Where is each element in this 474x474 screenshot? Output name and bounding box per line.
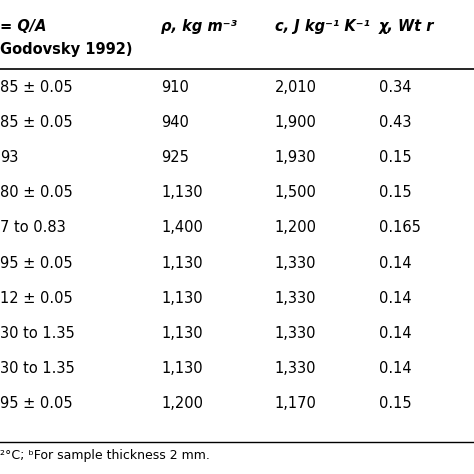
Text: χ, Wt r: χ, Wt r	[379, 18, 435, 34]
Text: 7 to 0.83: 7 to 0.83	[0, 220, 66, 236]
Text: 1,330: 1,330	[275, 361, 317, 376]
Text: 30 to 1.35: 30 to 1.35	[0, 361, 75, 376]
Text: Godovsky 1992): Godovsky 1992)	[0, 42, 133, 57]
Text: 93: 93	[0, 150, 18, 165]
Text: 0.15: 0.15	[379, 185, 412, 201]
Text: 1,330: 1,330	[275, 255, 317, 271]
Text: 1,930: 1,930	[275, 150, 317, 165]
Text: 1,170: 1,170	[275, 396, 317, 411]
Text: 0.15: 0.15	[379, 396, 412, 411]
Text: 2,010: 2,010	[275, 80, 317, 95]
Text: 1,330: 1,330	[275, 326, 317, 341]
Text: 0.14: 0.14	[379, 326, 412, 341]
Text: = Q/A: = Q/A	[0, 18, 46, 34]
Text: 0.14: 0.14	[379, 361, 412, 376]
Text: 1,200: 1,200	[161, 396, 203, 411]
Text: 1,330: 1,330	[275, 291, 317, 306]
Text: 1,130: 1,130	[161, 326, 203, 341]
Text: 80 ± 0.05: 80 ± 0.05	[0, 185, 73, 201]
Text: 1,130: 1,130	[161, 361, 203, 376]
Text: ²°C; ᵇFor sample thickness 2 mm.: ²°C; ᵇFor sample thickness 2 mm.	[0, 449, 210, 463]
Text: 1,900: 1,900	[275, 115, 317, 130]
Text: 0.14: 0.14	[379, 255, 412, 271]
Text: 925: 925	[161, 150, 189, 165]
Text: 1,400: 1,400	[161, 220, 203, 236]
Text: 85 ± 0.05: 85 ± 0.05	[0, 80, 73, 95]
Text: 0.34: 0.34	[379, 80, 412, 95]
Text: 85 ± 0.05: 85 ± 0.05	[0, 115, 73, 130]
Text: 940: 940	[161, 115, 189, 130]
Text: 30 to 1.35: 30 to 1.35	[0, 326, 75, 341]
Text: 1,500: 1,500	[275, 185, 317, 201]
Text: 95 ± 0.05: 95 ± 0.05	[0, 396, 73, 411]
Text: 1,130: 1,130	[161, 255, 203, 271]
Text: 12 ± 0.05: 12 ± 0.05	[0, 291, 73, 306]
Text: 0.14: 0.14	[379, 291, 412, 306]
Text: 910: 910	[161, 80, 189, 95]
Text: ρ, kg m⁻³: ρ, kg m⁻³	[161, 18, 237, 34]
Text: 1,200: 1,200	[275, 220, 317, 236]
Text: 1,130: 1,130	[161, 291, 203, 306]
Text: c, J kg⁻¹ K⁻¹: c, J kg⁻¹ K⁻¹	[275, 18, 370, 34]
Text: 0.43: 0.43	[379, 115, 412, 130]
Text: 1,130: 1,130	[161, 185, 203, 201]
Text: 95 ± 0.05: 95 ± 0.05	[0, 255, 73, 271]
Text: 0.165: 0.165	[379, 220, 421, 236]
Text: 0.15: 0.15	[379, 150, 412, 165]
